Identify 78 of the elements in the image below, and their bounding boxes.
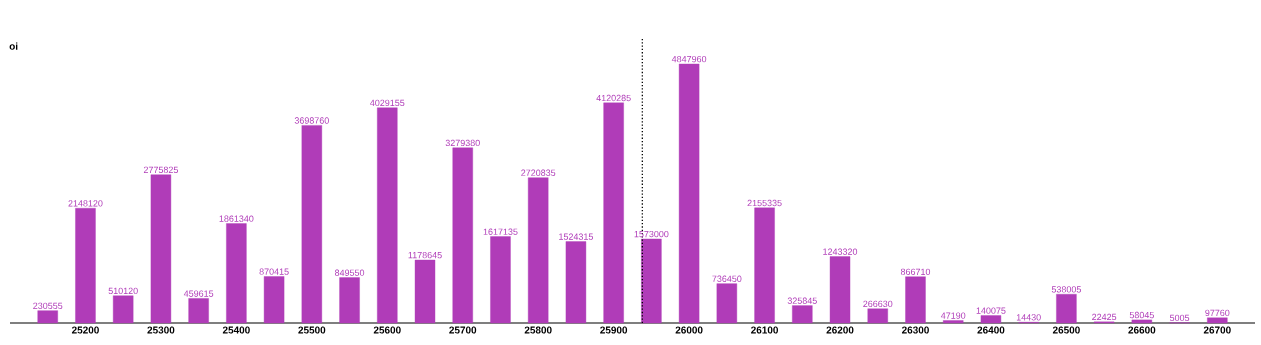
y-axis-title: oi [9,42,18,50]
data-label: 510120 [108,287,138,295]
x-tick-label: 25700 [449,326,477,334]
data-label: 4120285 [596,94,631,102]
bar [867,308,888,324]
bar [1056,294,1077,324]
x-tick-label: 26700 [1203,326,1231,334]
data-label: 4029155 [370,99,405,107]
bar [414,259,436,324]
x-tick-label: 26000 [675,326,703,334]
x-tick-label: 25600 [373,326,401,334]
bar [528,177,549,324]
x-tick-label: 25200 [71,326,99,334]
data-label: 1617135 [483,228,518,235]
bar [754,207,775,324]
bar [678,63,700,324]
bar [980,315,1002,324]
data-label: 2155335 [747,199,782,207]
data-label: 22425 [1092,313,1117,321]
x-tick-label: 25400 [222,326,250,334]
bar [905,276,926,324]
x-tick-label: 26400 [977,326,1005,334]
data-label: 459615 [183,290,214,297]
x-tick-label: 26300 [901,326,929,334]
bar [339,277,360,324]
data-label: 3698760 [294,117,329,124]
data-label: 1524315 [559,233,593,240]
data-label: 1573000 [634,230,669,238]
data-label: 230555 [33,302,63,309]
x-tick-label: 26600 [1128,326,1156,334]
bar [452,147,473,324]
bar [1131,319,1153,324]
x-tick-label: 26200 [826,326,854,334]
bar [565,241,587,324]
data-label: 3279380 [445,139,480,147]
bar [641,238,662,324]
data-label: 870415 [259,268,289,275]
bar [150,174,172,324]
x-tick-label: 25800 [524,326,552,334]
data-label: 325845 [787,297,817,304]
bar [188,298,209,324]
bar [1207,317,1228,324]
data-label: 1861340 [219,215,254,222]
x-tick-label: 25500 [298,326,326,334]
data-label: 14430 [1016,314,1041,321]
bar [112,295,134,324]
data-label: 97760 [1205,309,1230,317]
x-tick-label: 25900 [600,326,628,334]
bar [603,102,624,324]
bar [37,310,58,324]
data-label: 266630 [863,300,893,308]
data-label: 1178645 [408,251,442,259]
data-label: 4847960 [671,55,707,63]
x-tick-label: 25300 [147,326,175,334]
data-label: 2720835 [521,169,556,176]
bar [377,107,398,324]
x-tick-label: 26500 [1052,326,1080,334]
data-label: 538005 [1051,286,1081,293]
data-label: 58045 [1129,311,1154,319]
data-label: 2775825 [143,166,178,174]
bar [263,276,285,324]
bar [490,236,511,324]
data-label: 736450 [712,275,742,282]
bar [301,125,323,324]
data-label: 866710 [900,268,931,276]
data-label: 5005 [1169,314,1190,322]
bar [943,320,964,324]
data-label: 47190 [940,312,966,319]
data-label: 849550 [334,269,365,276]
x-tick-label: 26100 [751,326,779,334]
data-label: 1243320 [823,248,858,255]
data-label: 2148120 [68,200,103,207]
bar [829,256,851,324]
bar [226,223,247,324]
bar [792,305,813,324]
data-label: 140075 [976,307,1006,314]
bar [716,283,738,324]
bar [75,208,96,324]
